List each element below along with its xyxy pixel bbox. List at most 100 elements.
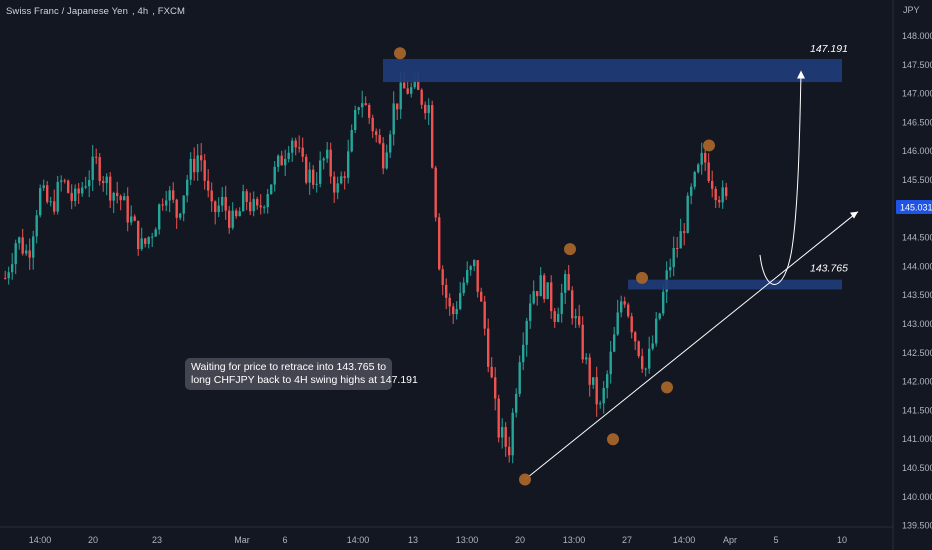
symbol-header[interactable]: Swiss Franc / Japanese Yen, 4h, FXCM — [6, 6, 186, 17]
candle-body — [651, 343, 654, 349]
candle-body — [392, 103, 395, 135]
candle-body — [98, 157, 101, 181]
candle-body — [249, 201, 252, 212]
candle-body — [476, 260, 479, 292]
candle-body — [630, 316, 633, 333]
candle-body — [602, 388, 605, 404]
candle-body — [242, 191, 245, 212]
price-axis-label: 143.000 — [902, 319, 932, 329]
candle-body — [686, 195, 689, 233]
candle-body — [116, 192, 119, 196]
candle-body — [333, 176, 336, 193]
candle-body — [623, 301, 626, 305]
candle-body — [574, 316, 577, 319]
candle-body — [711, 181, 714, 189]
candle-body — [382, 143, 385, 169]
candle-body — [277, 155, 280, 167]
price-axis-label: 145.500 — [902, 175, 932, 185]
candle-body — [287, 152, 290, 159]
note-callout[interactable]: Waiting for price to retrace into 143.76… — [185, 358, 418, 390]
candle-body — [494, 377, 497, 399]
price-axis[interactable]: JPY 148.000 147.500 147.000 146.500 146.000 14… — [892, 0, 932, 550]
candle-body — [406, 88, 409, 94]
time-axis-label: 14:00 — [347, 535, 370, 545]
zones: 147.191 143.765 — [383, 43, 848, 290]
candle-body — [70, 192, 73, 201]
candle-body — [28, 250, 31, 258]
candle-body — [91, 156, 94, 181]
candle-body — [546, 282, 549, 299]
candle-body — [532, 291, 535, 304]
projection-path — [759, 73, 802, 285]
time-axis-label: Apr — [723, 535, 737, 545]
candle-body — [459, 293, 462, 309]
time-axis-label: 20 — [88, 535, 98, 545]
candle-body — [77, 188, 80, 194]
candle-body — [301, 147, 304, 157]
candle-body — [203, 160, 206, 181]
candle-body — [427, 105, 430, 114]
candle-body — [130, 216, 133, 223]
candle-body — [550, 282, 553, 312]
candle-body — [186, 179, 189, 196]
candle-body — [357, 107, 360, 110]
candle-body — [350, 129, 353, 152]
candle-body — [420, 89, 423, 105]
candle-body — [480, 291, 483, 302]
candle-body — [497, 398, 500, 438]
candle-body — [329, 149, 332, 177]
candle-body — [294, 140, 297, 148]
time-axis-label: 14:00 — [673, 535, 696, 545]
drawings — [524, 70, 859, 480]
candle-body — [84, 186, 87, 188]
candle-body — [396, 103, 399, 110]
candle-body — [403, 82, 406, 89]
candle-body — [4, 277, 7, 279]
candle-body — [718, 200, 721, 203]
note-line-2: long CHFJPY back to 4H swing highs at 14… — [191, 374, 418, 386]
candle-body — [347, 151, 350, 178]
candle-body — [413, 80, 416, 88]
price-axis-label: 141.500 — [902, 405, 932, 415]
candle-body — [60, 180, 63, 182]
candle-body — [693, 172, 696, 187]
candle-body — [154, 229, 157, 237]
resistance-label: 147.191 — [810, 43, 848, 55]
candle-body — [644, 368, 647, 370]
time-axis-label: Mar — [234, 535, 250, 545]
candle-body — [606, 374, 609, 389]
candle-body — [221, 196, 224, 206]
candle-body — [599, 403, 602, 405]
candle-body — [431, 105, 434, 168]
candle-body — [147, 237, 150, 244]
candle-body — [53, 201, 56, 212]
candle-body — [595, 377, 598, 405]
candle-body — [172, 190, 175, 200]
candle-body — [21, 237, 24, 254]
time-axis[interactable]: 14:00 20 23 Mar 6 14:00 13 13:00 20 13:00 27 14:00 A… — [0, 526, 893, 545]
candle-body — [42, 185, 45, 189]
candle-body — [126, 196, 129, 223]
candle-body — [662, 291, 665, 314]
candle-body — [312, 169, 315, 185]
time-axis-label: 6 — [282, 535, 287, 545]
candle-body — [669, 267, 672, 271]
candle-body — [501, 426, 504, 438]
candle-body — [189, 158, 192, 180]
candle-body — [123, 196, 126, 201]
candle-body — [259, 205, 262, 208]
candle-body — [210, 190, 213, 202]
candle-body — [441, 269, 444, 285]
candle-body — [634, 332, 637, 342]
candle-body — [466, 270, 469, 283]
candle-body — [364, 103, 367, 106]
candle-body — [410, 87, 413, 94]
candle-body — [504, 426, 507, 447]
candle-body — [522, 344, 525, 363]
candle-body — [214, 201, 217, 213]
candle-body — [140, 238, 143, 250]
candle-body — [151, 236, 154, 238]
candle-body — [18, 237, 21, 244]
price-axis-label: 148.000 — [902, 31, 932, 41]
